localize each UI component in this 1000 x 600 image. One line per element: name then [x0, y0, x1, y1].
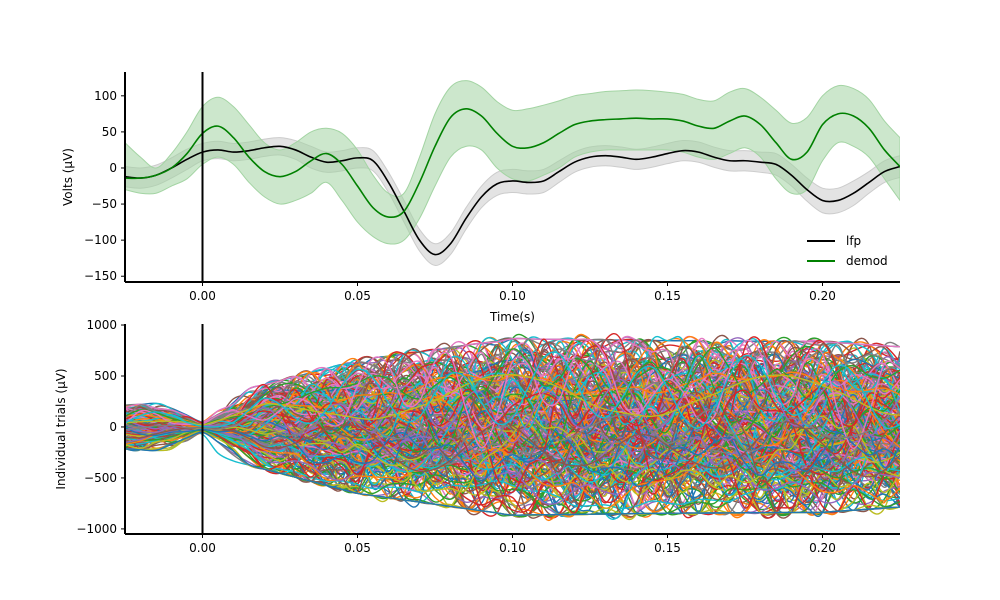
top-y-ticks: 100 50 0 −50 −100 −150	[84, 89, 125, 283]
legend-label-lfp: lfp	[846, 234, 861, 248]
legend: lfp demod	[807, 234, 888, 268]
trial-line	[125, 387, 900, 431]
trial-line	[125, 372, 900, 483]
y-tick-label: 1000	[86, 318, 117, 332]
trial-line	[125, 428, 900, 505]
y-tick-label: −1000	[76, 522, 117, 536]
legend-label-demod: demod	[846, 254, 888, 268]
trial-line	[125, 351, 900, 430]
trial-line	[125, 413, 900, 493]
trial-line	[125, 398, 900, 516]
y-tick-label: −150	[84, 269, 117, 283]
x-tick-label: 0.10	[499, 289, 526, 303]
y-tick-label: 0	[109, 161, 117, 175]
y-tick-label: 50	[102, 125, 117, 139]
x-tick-label: 0.20	[809, 289, 836, 303]
top-y-axis-label: Volts (μV)	[61, 148, 75, 206]
trial-line	[125, 354, 900, 426]
x-tick-label: 0.00	[189, 289, 216, 303]
bottom-y-axis-label: Individual trials (μV)	[54, 368, 68, 489]
y-tick-label: 100	[94, 89, 117, 103]
trial-line	[125, 339, 900, 450]
trial-line	[125, 390, 900, 427]
bottom-y-ticks: 1000 500 0 −500 −1000	[76, 318, 125, 536]
x-tick-label: 0.00	[189, 541, 216, 555]
y-tick-label: −500	[84, 471, 117, 485]
trial-line	[125, 371, 900, 426]
trial-line	[125, 430, 900, 517]
trial-line	[125, 421, 900, 478]
bottom-panel-trials: 1000 500 0 −500 −1000 0.00 0.05 0.10 0.15 0.20 I…	[54, 318, 900, 555]
y-tick-label: 0	[109, 420, 117, 434]
x-tick-label: 0.15	[654, 289, 681, 303]
bottom-x-ticks: 0.00 0.05 0.10 0.15 0.20	[189, 534, 836, 555]
y-tick-label: −50	[92, 197, 117, 211]
top-x-ticks: 0.00 0.05 0.10 0.15 0.20	[189, 282, 836, 303]
x-tick-label: 0.20	[809, 541, 836, 555]
trial-line	[125, 428, 900, 481]
band-demod	[125, 80, 900, 245]
trial-lines	[125, 333, 900, 522]
trial-line	[125, 380, 900, 483]
trial-line	[125, 378, 900, 444]
trial-line	[125, 431, 900, 516]
x-tick-label: 0.05	[344, 289, 371, 303]
trial-line	[125, 373, 900, 426]
trial-line	[125, 427, 900, 509]
top-x-axis-label: Time(s)	[489, 310, 535, 324]
y-tick-label: 500	[94, 369, 117, 383]
y-tick-label: −100	[84, 233, 117, 247]
series-lines	[125, 107, 900, 256]
confidence-bands	[125, 80, 900, 266]
x-tick-label: 0.15	[654, 541, 681, 555]
x-tick-label: 0.10	[499, 541, 526, 555]
top-panel-average: 100 50 0 −50 −100 −150 0.00 0.05 0.10 0.15 0.20 T…	[61, 72, 900, 324]
trial-line	[125, 408, 900, 454]
x-tick-label: 0.05	[344, 541, 371, 555]
series-line-lfp	[125, 145, 900, 256]
series-line-demod	[125, 107, 900, 219]
trial-line	[125, 337, 900, 424]
trial-line	[125, 427, 900, 488]
